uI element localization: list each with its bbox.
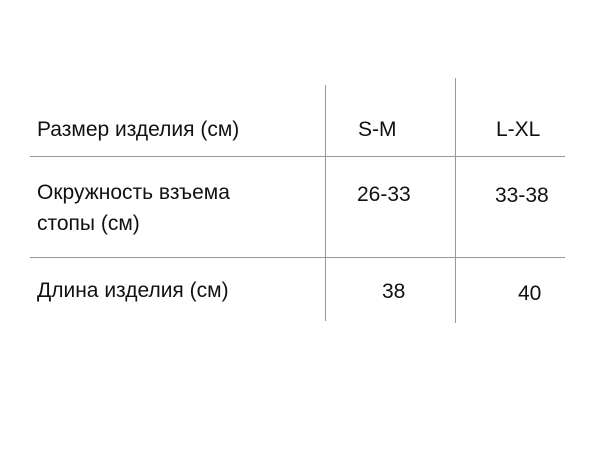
column-divider <box>455 78 456 323</box>
cell-value: 40 <box>518 282 542 305</box>
row-divider <box>30 156 565 157</box>
header-size-l-xl: L-XL <box>496 118 541 141</box>
row-label: Длина изделия (см) <box>37 279 229 302</box>
cell-value: 33-38 <box>495 184 549 207</box>
cell-value: 26-33 <box>357 183 411 206</box>
column-divider <box>325 85 326 321</box>
cell-value: 38 <box>382 280 406 303</box>
header-size-s-m: S-M <box>358 118 397 141</box>
row-divider <box>30 257 565 258</box>
row-label: Окружность взъема <box>37 181 230 204</box>
row-label: стопы (см) <box>37 212 140 235</box>
header-label: Размер изделия (см) <box>37 118 240 141</box>
